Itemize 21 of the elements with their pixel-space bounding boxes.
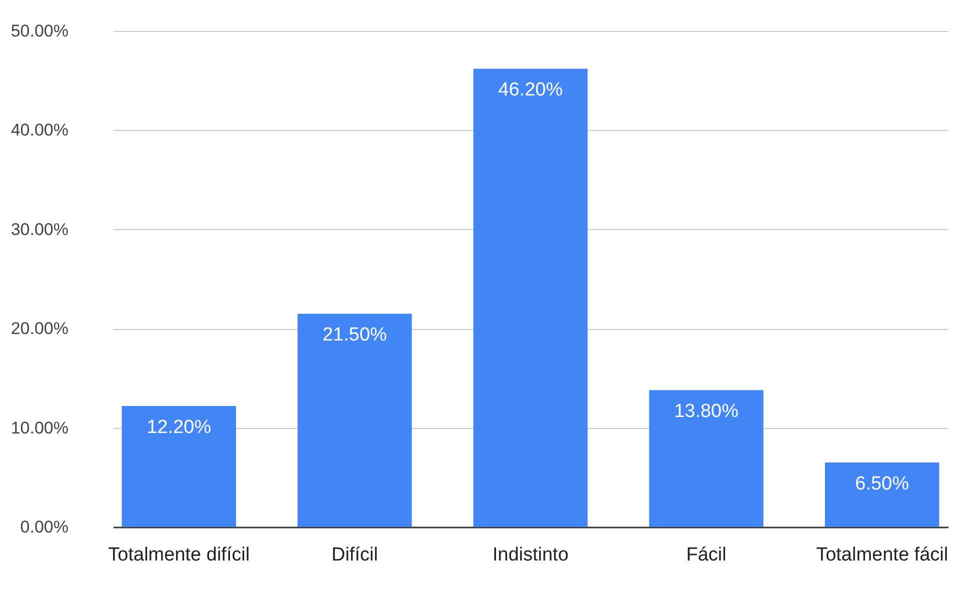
y-tick-label: 40.00% bbox=[10, 120, 68, 140]
bar bbox=[649, 390, 764, 527]
x-tick-label: Fácil bbox=[686, 544, 726, 566]
data-label: 13.80% bbox=[674, 401, 739, 422]
data-label: 12.20% bbox=[146, 416, 212, 438]
x-tick-label: Difícil bbox=[331, 544, 378, 566]
y-tick-label: 30.00% bbox=[10, 220, 68, 239]
data-label: 46.20% bbox=[498, 80, 563, 101]
bar bbox=[824, 462, 940, 527]
bar bbox=[473, 68, 588, 527]
bar bbox=[298, 314, 412, 527]
y-tick-label: 50.00% bbox=[10, 22, 68, 40]
x-tick-label: Indistinto bbox=[492, 544, 569, 566]
bar bbox=[122, 406, 236, 527]
y-tick-label: 20.00% bbox=[10, 319, 68, 338]
data-label: 6.50% bbox=[855, 474, 910, 495]
y-tick-label: 0.00% bbox=[20, 518, 68, 536]
x-tick-label: Totalmente difícil bbox=[108, 544, 250, 566]
x-tick-label: Totalmente fácil bbox=[816, 544, 948, 566]
y-tick-label: 10.00% bbox=[10, 418, 68, 438]
data-label: 21.50% bbox=[322, 324, 388, 346]
